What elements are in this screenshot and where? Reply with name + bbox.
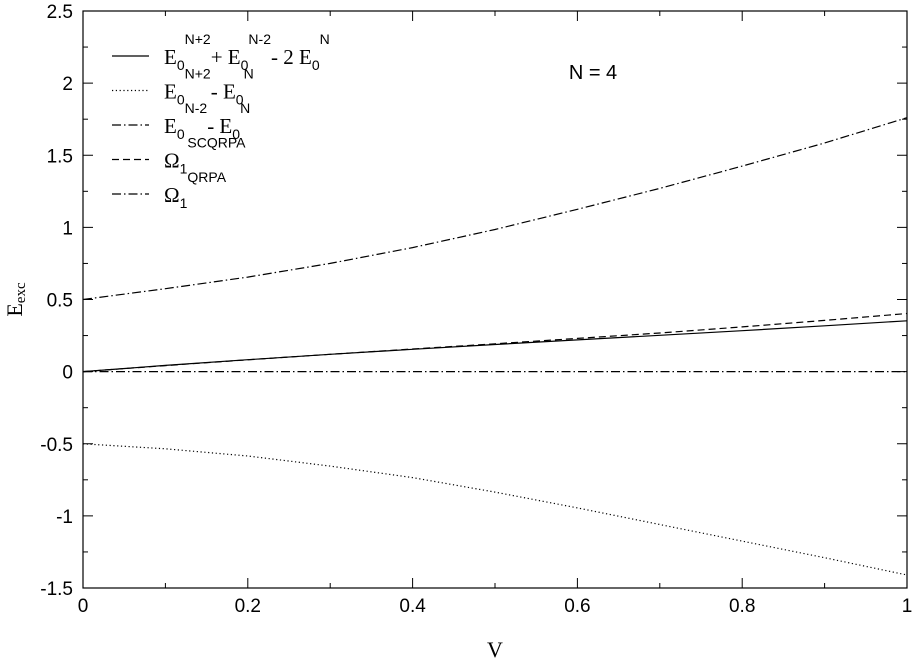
y-axis-title-main: E [2, 303, 27, 316]
y-tick-label: -1 [56, 507, 73, 528]
series-line-4 [82, 312, 908, 373]
x-axis-title: V [487, 637, 503, 662]
y-tick-label: 2 [62, 74, 73, 95]
x-tick-label: 0.6 [564, 596, 590, 617]
series-line-3 [82, 117, 908, 301]
y-tick-label: 0.5 [47, 291, 73, 312]
y-tick-label: -1.5 [40, 579, 73, 600]
legend-label-4: Ω1SCQRPA [164, 135, 246, 177]
legend-label-5: Ω1QRPA [164, 169, 227, 211]
axis-ticks: 0 0.2 0.4 0.6 0.8 1 -1.5 -1 -0.5 0 0.5 1 1.5 2 2.5 [40, 2, 912, 617]
x-tick-label: 0 [78, 596, 89, 617]
x-tick-label: 0.4 [399, 596, 426, 617]
y-axis-title: Eexc [2, 282, 29, 317]
legend-label-2: E0N+2- E0N [164, 66, 254, 108]
x-tick-label: 1 [902, 596, 913, 617]
x-tick-label: 0.8 [729, 596, 755, 617]
plot-frame [82, 10, 908, 589]
series-line-1 [82, 320, 908, 373]
y-tick-label: 2.5 [47, 2, 73, 23]
y-axis-title-sub: exc [13, 282, 29, 303]
y-tick-label: -0.5 [40, 435, 73, 456]
series-layer [82, 117, 908, 576]
x-tick-label: 0.2 [235, 596, 261, 617]
legend-label-3: E0N-2- E0N [164, 100, 250, 142]
legend-label-1: E0N+2+ E0N-2- 2 E0N [164, 31, 330, 73]
y-tick-label: 1 [62, 218, 73, 239]
y-tick-label: 1.5 [47, 146, 73, 167]
y-tick-label: 0 [62, 363, 73, 384]
series-line-2 [82, 443, 908, 576]
annotation-label: N = 4 [569, 62, 617, 84]
